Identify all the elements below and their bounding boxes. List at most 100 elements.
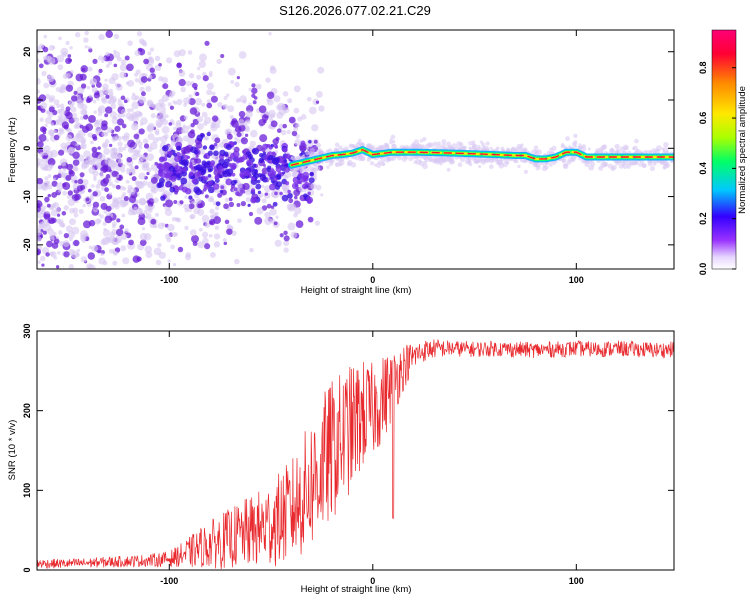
spectrogram-noise-point: [57, 64, 64, 71]
spectrogram-cluster-point: [249, 162, 254, 166]
spectrogram-noise-point: [135, 180, 144, 189]
spectrogram-cluster-point: [257, 173, 262, 178]
spectrogram-noise-point: [307, 216, 314, 223]
spectrogram-noise-point: [173, 126, 177, 131]
spectrogram-cluster-point: [197, 170, 202, 175]
spectrogram-cluster-point: [285, 153, 291, 160]
spectrogram-noise-point: [270, 205, 275, 209]
spectrogram-noise-point: [124, 228, 129, 233]
spectrogram-band-point: [655, 145, 662, 151]
spectrogram-cluster-point: [273, 143, 278, 148]
spectrogram-noise-point: [181, 129, 186, 134]
spectrogram-band-point: [482, 145, 486, 149]
spectrogram-cluster-point: [203, 183, 210, 190]
spectrogram-noise-point: [86, 85, 91, 90]
spectrogram-noise-point: [236, 182, 243, 189]
spectrogram-band-point: [308, 151, 312, 156]
spectrogram-band-point: [441, 139, 447, 145]
spectrogram-noise-point: [138, 172, 146, 180]
spectrogram-band-point: [320, 150, 324, 154]
spectrogram-noise-point: [206, 102, 213, 109]
spectrogram-cluster-point: [215, 201, 221, 207]
spectrogram-cluster-point: [306, 196, 314, 204]
spectrogram-noise-point: [68, 117, 75, 124]
spectrogram-noise-point: [288, 198, 294, 204]
spectrogram-cluster-point: [210, 163, 215, 168]
spectrogram-noise-point: [310, 183, 317, 190]
spectrogram-noise-point: [46, 240, 53, 248]
spectrogram-noise-point: [209, 251, 216, 258]
spectrogram-cluster-point: [167, 150, 173, 156]
spectrogram-noise-point: [56, 213, 61, 217]
spectrogram-noise-point: [73, 239, 80, 247]
spectrogram-noise-point: [131, 94, 138, 101]
spectrogram-band-point: [561, 158, 567, 164]
spectrogram-noise-point: [117, 98, 122, 103]
spectrogram-noise-point: [148, 198, 155, 205]
spectrogram-noise-point: [51, 191, 58, 198]
spectrogram-noise-point: [251, 83, 256, 88]
spectrogram-noise-point: [240, 200, 246, 207]
spectrogram-noise-point: [234, 258, 240, 265]
spectrogram-noise-point: [150, 218, 157, 225]
spectrogram-noise-point: [179, 200, 184, 205]
colorbar-tick-label: 0.8: [698, 61, 708, 74]
spectrogram-noise-point: [264, 217, 272, 225]
spectrogram-band-point: [454, 155, 459, 160]
spectrogram-noise-point: [300, 114, 307, 120]
spectrogram-noise-point: [201, 102, 206, 107]
spectrogram-noise-point: [98, 153, 106, 162]
spectrogram-noise-point: [41, 219, 49, 227]
spectrogram-noise-point: [104, 78, 108, 82]
spectrogram-noise-point: [234, 136, 238, 141]
spectrogram-noise-point: [206, 99, 211, 104]
spectrogram-noise-point: [273, 95, 281, 103]
spectrogram-noise-point: [44, 196, 50, 203]
spectrogram-noise-point: [71, 226, 80, 235]
spectrogram-noise-point: [76, 185, 84, 192]
spectrogram-noise-point: [120, 95, 126, 101]
spectrogram-noise-point: [223, 241, 228, 246]
spectrogram-noise-point: [178, 69, 186, 77]
spectrogram-band-point: [571, 141, 577, 147]
spectrogram-noise-point: [50, 217, 57, 224]
spectrogram-noise-point: [103, 210, 107, 214]
spectrogram-band-point: [358, 138, 362, 142]
spectrogram-noise-point: [185, 80, 192, 87]
spectrogram-noise-point: [197, 208, 205, 216]
spectrogram-noise-point: [103, 227, 107, 232]
spectrogram-noise-point: [104, 157, 112, 165]
spectrogram-noise-point: [276, 111, 284, 119]
spectrogram-noise-point: [39, 255, 46, 262]
spectrogram-noise-point: [83, 150, 91, 158]
spectrogram-band-point: [291, 172, 297, 178]
spectrogram-noise-point: [204, 222, 211, 228]
spectrogram-noise-point: [139, 122, 144, 126]
spectrogram-noise-point: [97, 146, 101, 150]
spectrogram-noise-point: [44, 176, 49, 181]
spectrogram-noise-point: [96, 97, 100, 101]
spectrogram-cluster-point: [204, 176, 209, 181]
spectrogram-noise-point: [101, 87, 110, 95]
trace-red-core: [290, 148, 674, 166]
spectrogram-noise-point: [234, 126, 242, 133]
spectrogram-noise-point: [94, 126, 101, 133]
spectrogram-noise-point: [188, 98, 196, 106]
spectrogram-noise-point: [91, 151, 99, 159]
spectrogram-noise-point: [162, 83, 169, 90]
spectrogram-cluster-point: [184, 188, 192, 195]
spectrogram-cluster-point: [258, 157, 264, 164]
spectrogram-noise-point: [55, 119, 60, 124]
spectrogram-noise-point: [101, 120, 108, 127]
spectrogram-cluster-point: [300, 140, 306, 146]
spectrogram-band-point: [517, 164, 521, 169]
spectrogram-noise-point: [178, 49, 186, 57]
spectrogram-noise-point: [58, 36, 62, 41]
spectrogram-cluster-point: [225, 143, 232, 151]
spectrogram-noise-point: [248, 211, 254, 217]
spectrogram-noise-point: [139, 232, 148, 241]
spectrogram-noise-point: [197, 241, 205, 249]
spectrogram-band-point: [408, 156, 413, 162]
spectrogram-band-point: [663, 141, 669, 148]
spectrogram-noise-point: [92, 201, 100, 209]
